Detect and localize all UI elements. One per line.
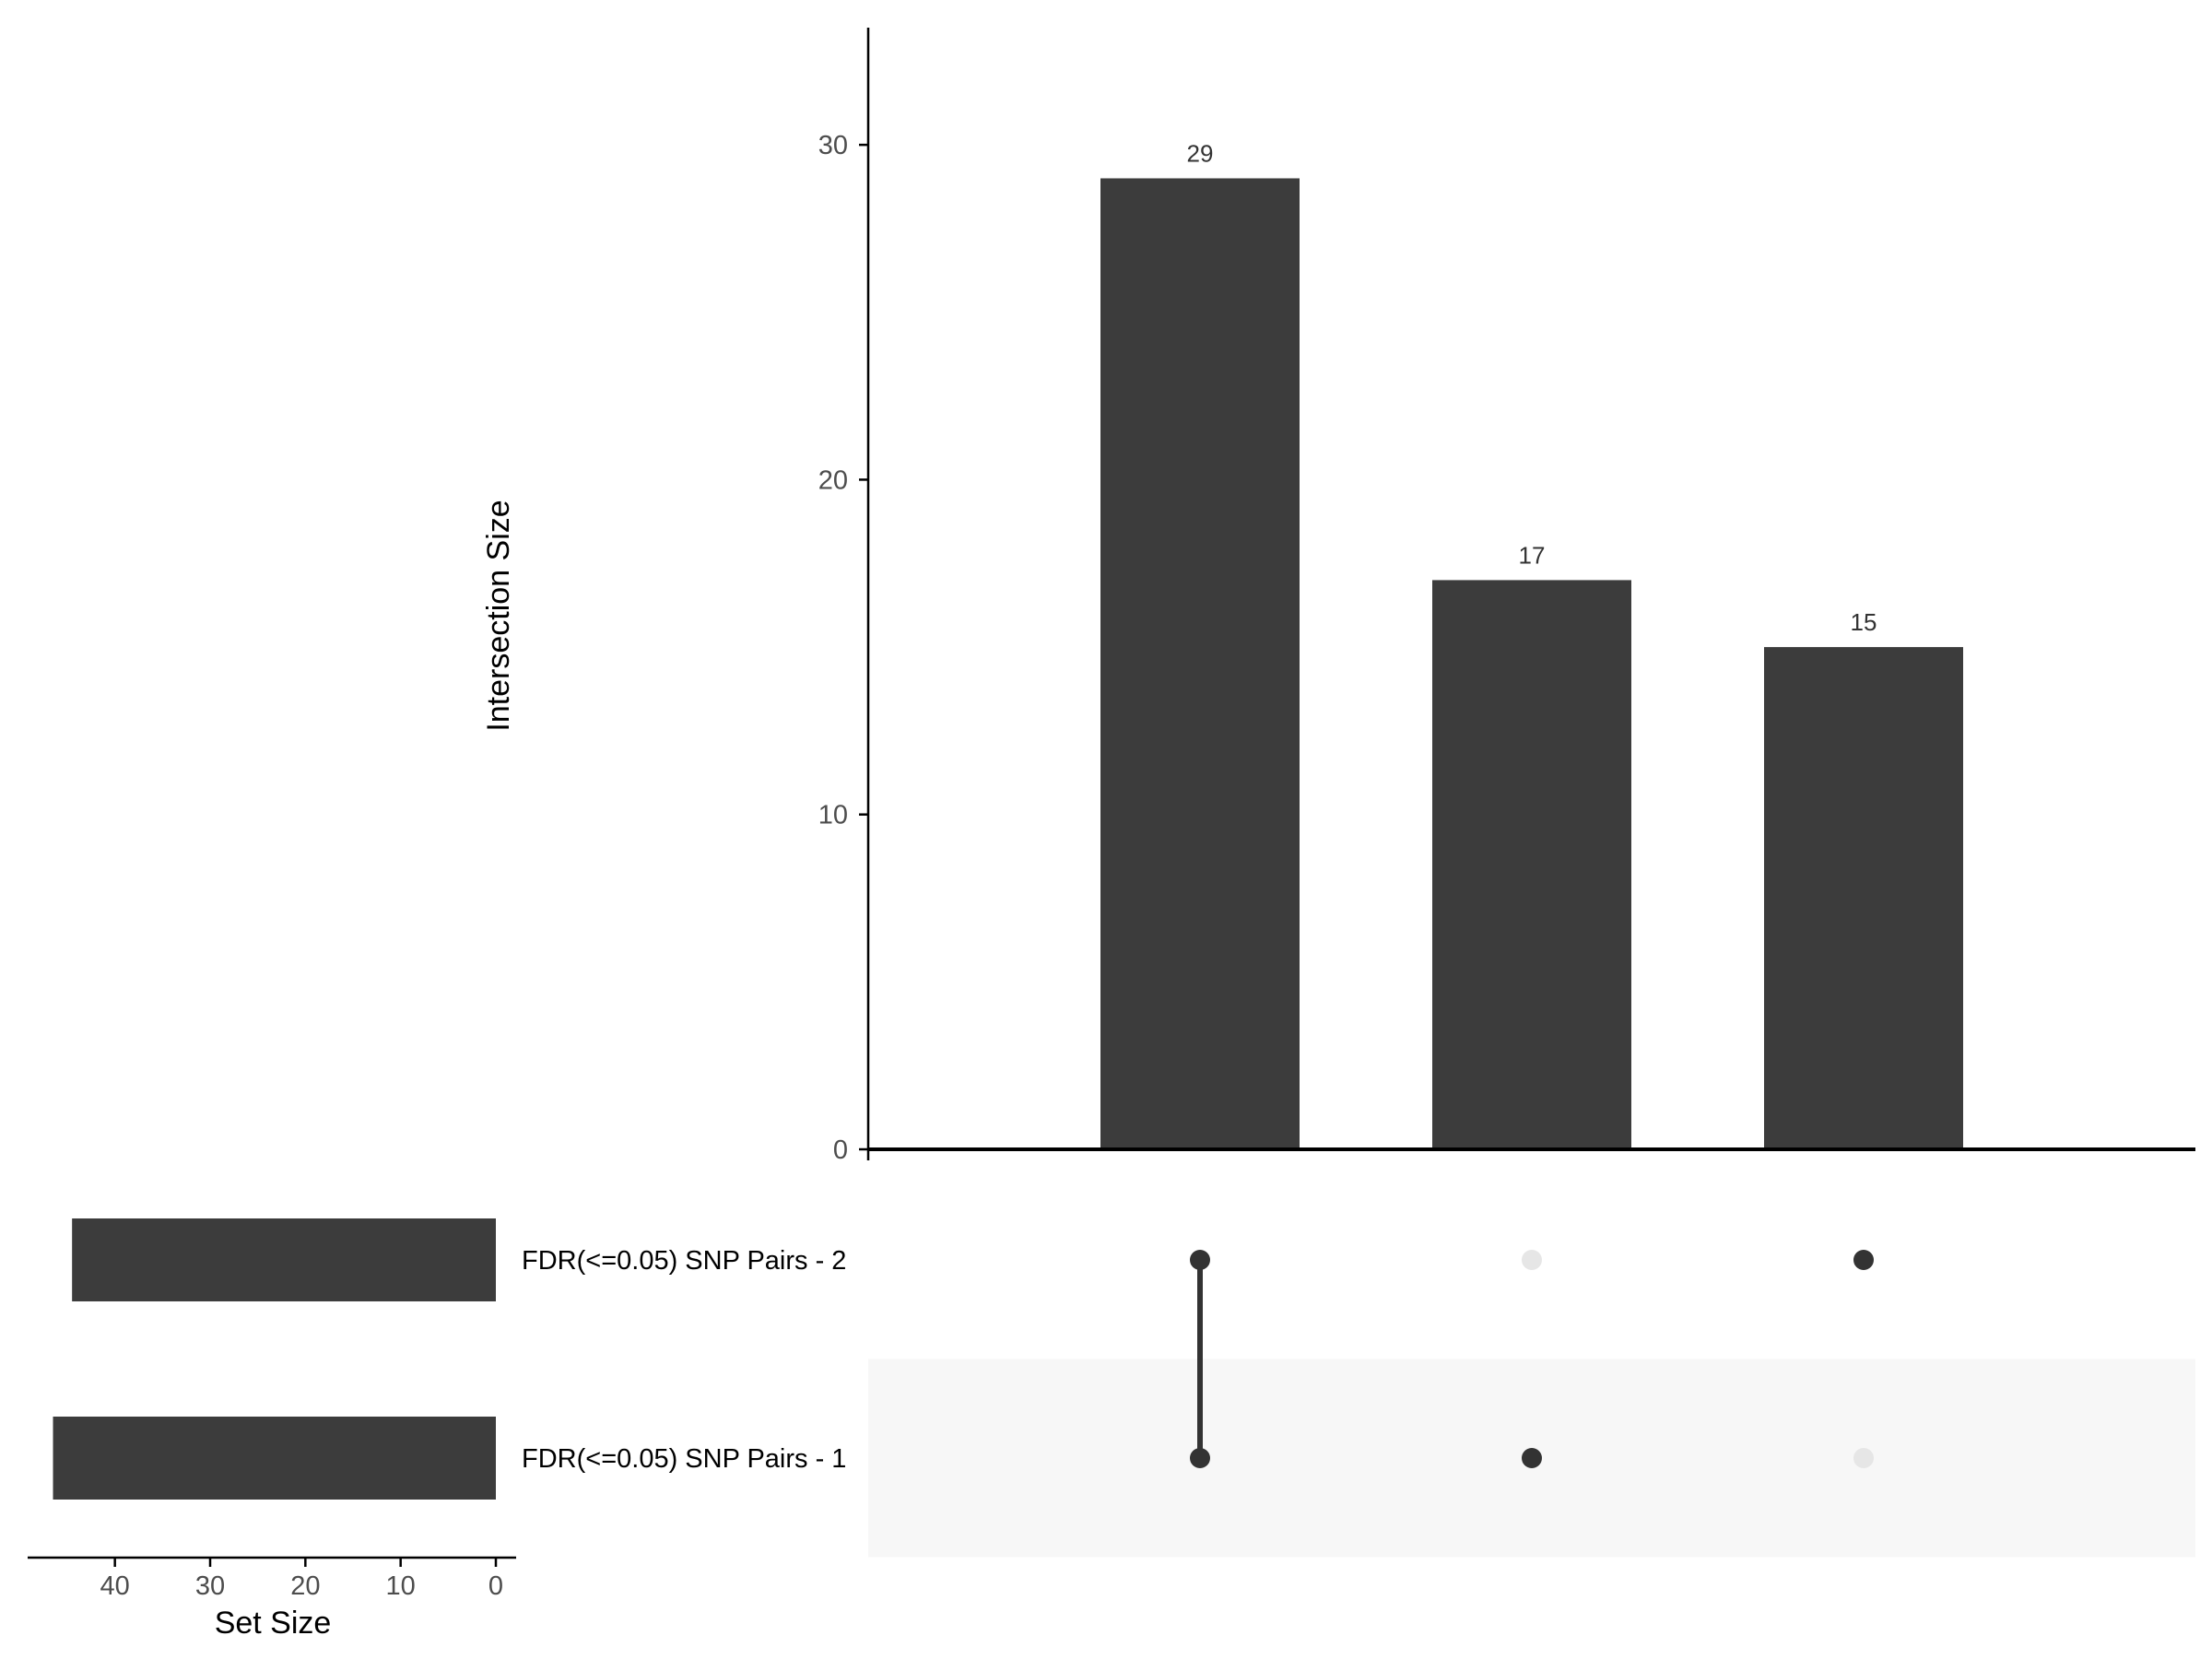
- intersection-matrix: [1190, 1250, 1874, 1468]
- matrix-dot-active: [1190, 1250, 1210, 1270]
- set-name-labels: FDR(<=0.05) SNP Pairs - 2 FDR(<=0.05) SNP…: [522, 1246, 846, 1474]
- set-x-tick-label: 10: [386, 1571, 416, 1601]
- set-x-tick-label: 20: [290, 1571, 320, 1601]
- intersection-value-label: 29: [1187, 139, 1214, 167]
- matrix-dot-inactive: [1853, 1448, 1874, 1468]
- intersection-y-axis: 0 10 20 30: [818, 28, 2195, 1165]
- intersection-bars: [1100, 178, 1963, 1149]
- set-size-bar: [53, 1417, 496, 1500]
- matrix-dot-active: [1853, 1250, 1874, 1270]
- intersection-value-labels: 29 17 15: [1187, 139, 1877, 636]
- matrix-dot-active: [1190, 1448, 1210, 1468]
- set-size-bars: [53, 1218, 497, 1500]
- intersection-y-axis-label: Intersection Size: [481, 500, 516, 731]
- intersection-bar: [1100, 178, 1300, 1149]
- set-name-label: FDR(<=0.05) SNP Pairs - 1: [522, 1444, 846, 1474]
- set-x-tick-label: 40: [100, 1571, 130, 1601]
- set-x-tick-label: 0: [488, 1571, 503, 1601]
- intersection-bar: [1432, 580, 1631, 1149]
- intersection-value-label: 17: [1519, 541, 1546, 569]
- y-tick-label: 30: [818, 131, 848, 160]
- set-x-tick-label: 30: [195, 1571, 225, 1601]
- y-tick-label: 10: [818, 801, 848, 830]
- matrix-dot-inactive: [1522, 1250, 1542, 1270]
- set-size-bar: [72, 1218, 497, 1301]
- y-tick-label: 0: [833, 1135, 848, 1165]
- set-size-x-axis-label: Set Size: [215, 1606, 332, 1641]
- y-tick-label: 20: [818, 465, 848, 495]
- intersection-value-label: 15: [1851, 608, 1877, 636]
- set-size-x-axis: 40 30 20 10 0: [28, 1556, 516, 1601]
- set-name-label: FDR(<=0.05) SNP Pairs - 2: [522, 1246, 846, 1276]
- matrix-dot-active: [1522, 1448, 1542, 1468]
- intersection-bar: [1764, 647, 1963, 1149]
